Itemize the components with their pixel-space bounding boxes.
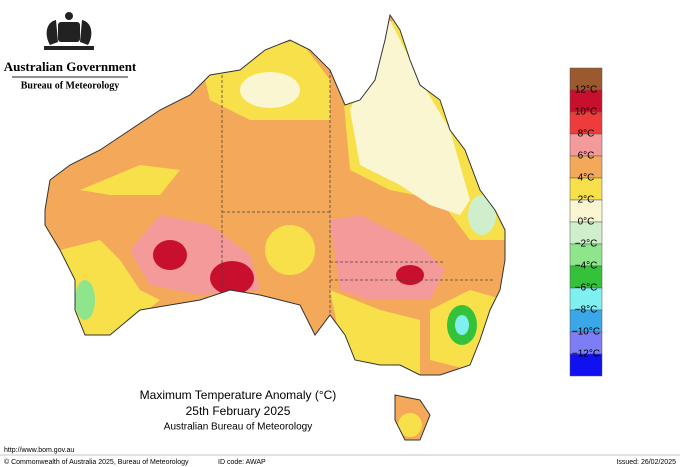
state-borders bbox=[221, 70, 495, 315]
legend-label: 12°C bbox=[575, 85, 597, 96]
legend-label: −10°C bbox=[572, 327, 600, 338]
legend-label: −2°C bbox=[575, 239, 598, 250]
footer-id-code: ID code: AWAP bbox=[218, 459, 266, 466]
map-source: Australian Bureau of Meteorology bbox=[164, 422, 312, 433]
legend: 12°C 10°C 8°C 6°C 4°C 2°C 0°C −2°C −4°C −6°C −8°C −… bbox=[569, 67, 603, 377]
legend-label: −6°C bbox=[575, 283, 598, 294]
footer-url: http://www.bom.gov.au bbox=[4, 447, 74, 454]
coat-of-arms bbox=[44, 12, 94, 50]
footer-issued: Issued: 26/02/2025 bbox=[616, 459, 676, 466]
legend-label: 6°C bbox=[578, 151, 595, 162]
legend-swatch bbox=[569, 353, 603, 377]
agency-name: Bureau of Meteorology bbox=[21, 80, 120, 91]
legend-label: −4°C bbox=[575, 261, 598, 272]
map-title: Maximum Temperature Anomaly (°C) bbox=[140, 388, 337, 402]
legend-label: 8°C bbox=[578, 129, 595, 140]
coastline bbox=[44, 13, 506, 441]
map-date: 25th February 2025 bbox=[186, 404, 291, 418]
government-name: Australian Government bbox=[4, 59, 137, 74]
legend-label: 0°C bbox=[578, 217, 595, 228]
footer-copyright: © Commonwealth of Australia 2025, Bureau… bbox=[4, 458, 189, 466]
legend-label: 2°C bbox=[578, 195, 595, 206]
legend-label: 4°C bbox=[578, 173, 595, 184]
legend-label: 10°C bbox=[575, 107, 597, 118]
legend-label: −8°C bbox=[575, 305, 598, 316]
legend-label: −12°C bbox=[572, 349, 600, 360]
